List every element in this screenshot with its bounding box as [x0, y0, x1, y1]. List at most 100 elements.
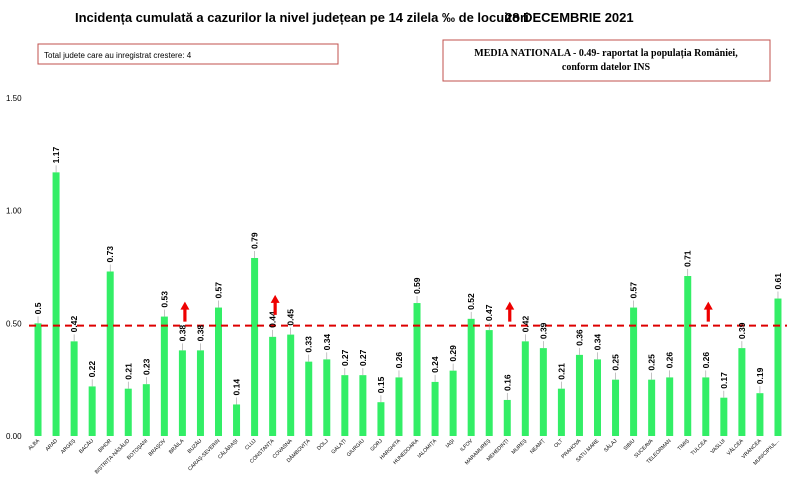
national-average-line2: conform datelor INS [562, 62, 651, 73]
x-tick-label: GORJ [369, 438, 384, 453]
data-label: 0.33 [304, 336, 314, 353]
bar [52, 172, 60, 437]
x-tick-label: ARGEȘ [60, 438, 77, 455]
bar [323, 359, 331, 436]
bar [413, 303, 421, 436]
bar [359, 375, 367, 436]
data-label: 0.39 [737, 322, 747, 339]
bar [756, 393, 764, 436]
data-label: 0.52 [466, 293, 476, 310]
x-tick-label: NEAMȚ [529, 438, 547, 456]
x-tick-label: VASLUI [710, 438, 727, 455]
chart-title: Incidența cumulată a cazurilor la nivel … [75, 10, 529, 25]
data-label: 0.61 [773, 273, 783, 290]
bars-group [34, 172, 782, 437]
bar [395, 377, 403, 436]
data-label: 0.14 [232, 379, 242, 396]
data-label: 0.34 [322, 334, 332, 351]
bar [774, 298, 782, 436]
data-label: 0.38 [195, 325, 205, 342]
x-tick-label: CLUJ [244, 438, 258, 452]
bar [539, 348, 547, 436]
bar [305, 361, 313, 436]
bar [233, 404, 241, 436]
x-tick-label: BACĂU [77, 437, 95, 455]
data-label: 0.57 [214, 282, 224, 299]
national-average-line1: MEDIA NATIONALA - 0.49- raportat la popu… [474, 48, 738, 59]
bar [521, 341, 529, 436]
y-tick-label: 0.50 [6, 319, 22, 328]
x-tick-label: TULCEA [690, 438, 709, 457]
data-label: 0.26 [394, 352, 404, 369]
x-tick-label: MUREȘ [511, 438, 529, 456]
bar [557, 388, 565, 436]
x-tick-label: CARAȘ-SEVERIN [187, 438, 221, 472]
bar [503, 399, 511, 436]
national-average-box: MEDIA NATIONALA - 0.49- raportat la popu… [442, 39, 771, 82]
bar [70, 341, 78, 436]
data-label: 0.27 [358, 349, 368, 366]
increase-count-text: Total judete care au inregistrat crester… [44, 51, 192, 60]
data-label: 0.23 [141, 358, 151, 375]
x-tick-label: DOLJ [316, 438, 330, 452]
bar [648, 379, 656, 436]
increase-count-box-border [37, 43, 339, 65]
national-average-box-border [442, 39, 771, 82]
increase-markers-group [180, 294, 713, 322]
data-label: 0.79 [250, 232, 260, 249]
chart-date: 28 DECEMBRIE 2021 [505, 10, 634, 25]
bar [88, 386, 96, 436]
bar [630, 307, 638, 436]
data-label: 0.17 [719, 372, 729, 389]
x-tick-label: TIMIȘ [677, 438, 691, 452]
data-label: 0.45 [286, 309, 296, 326]
x-tick-label: GIURGIU [346, 438, 366, 458]
data-label: 0.21 [556, 363, 566, 380]
x-tick-label: OLT [553, 438, 565, 450]
data-label: 0.47 [484, 304, 494, 321]
increase-arrow-icon [703, 301, 713, 322]
data-label: 0.44 [268, 311, 278, 328]
bar [215, 307, 222, 436]
bar [377, 402, 385, 436]
x-tick-label: BRĂILA [167, 437, 185, 455]
increase-arrow-icon [270, 294, 280, 315]
data-label: 0.26 [701, 352, 711, 369]
data-label: 0.42 [69, 316, 79, 333]
data-label: 0.36 [574, 329, 584, 346]
bar [684, 276, 692, 436]
data-label: 0.57 [629, 282, 639, 299]
bar [178, 350, 186, 436]
data-label: 0.42 [520, 316, 530, 333]
data-label: 0.25 [611, 354, 621, 371]
bar [269, 336, 277, 436]
bar [142, 384, 150, 436]
bar [720, 397, 728, 436]
data-label: 0.5 [33, 302, 43, 314]
bar [485, 330, 493, 436]
bar [575, 354, 583, 436]
data-label: 0.53 [159, 291, 169, 308]
bar [34, 323, 42, 436]
x-tick-label: BRAȘOV [148, 438, 168, 458]
data-label: 0.39 [538, 322, 548, 339]
data-label: 0.27 [340, 349, 350, 366]
bar [431, 381, 439, 436]
x-labels-group: ALBA ARAD ARGEȘ BACĂU BIHORBISTRIȚA-NĂSĂUDBO… [27, 437, 781, 475]
x-tick-label: ILFOV [459, 438, 474, 453]
x-tick-label: BUZĂU [186, 437, 204, 455]
y-axis: 0.00 0.50 1.00 1.50 [6, 94, 22, 441]
bar [612, 379, 620, 436]
data-label: 0.19 [755, 367, 765, 384]
x-tick-label: IAȘI [445, 438, 456, 449]
y-tick-label: 1.00 [6, 207, 22, 216]
bar [702, 377, 710, 436]
bar [196, 350, 204, 436]
bar [594, 359, 601, 436]
bar [287, 334, 295, 436]
data-label: 0.29 [448, 345, 458, 362]
data-label: 0.38 [177, 325, 187, 342]
bar [124, 388, 132, 436]
y-tick-label: 1.50 [6, 94, 22, 103]
